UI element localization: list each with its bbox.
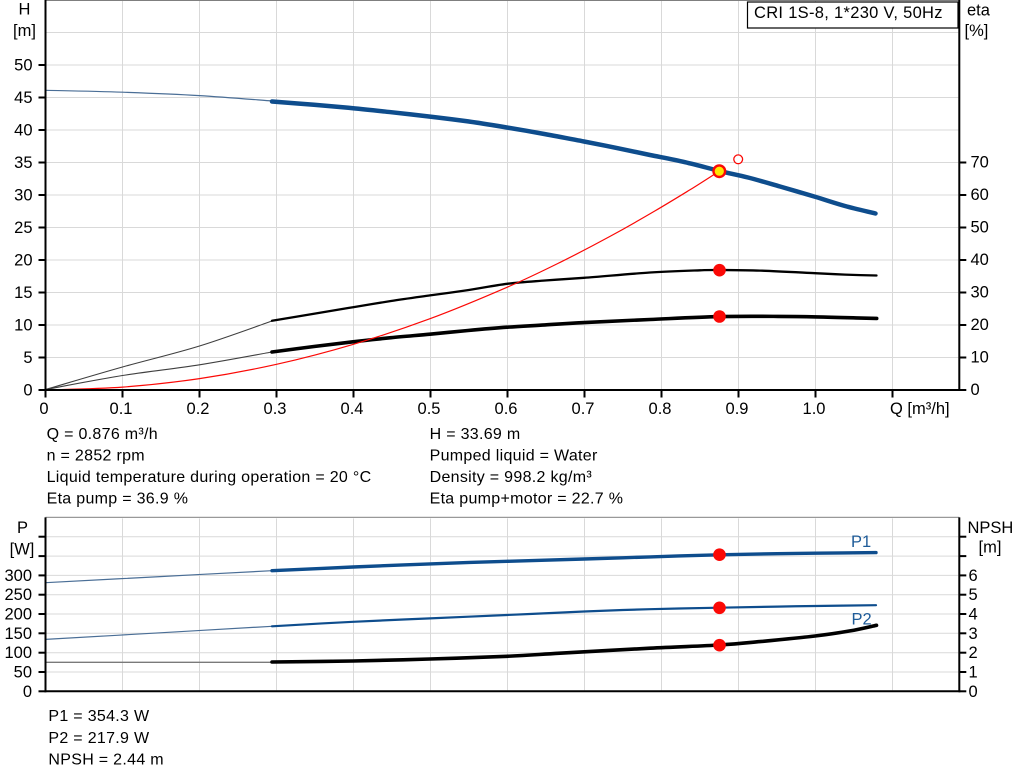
- svg-text:30: 30: [14, 187, 32, 205]
- svg-text:40: 40: [971, 251, 989, 269]
- svg-text:10: 10: [971, 349, 989, 367]
- svg-text:[m]: [m]: [979, 539, 1002, 557]
- svg-text:50: 50: [14, 664, 32, 682]
- svg-text:Eta pump = 36.9 %: Eta pump = 36.9 %: [47, 490, 189, 507]
- svg-text:0: 0: [39, 400, 48, 418]
- svg-text:50: 50: [971, 219, 989, 237]
- svg-text:5: 5: [23, 349, 32, 367]
- svg-text:CRI 1S-8, 1*230 V, 50Hz: CRI 1S-8, 1*230 V, 50Hz: [754, 4, 943, 22]
- svg-text:P2 = 217.9 W: P2 = 217.9 W: [48, 730, 150, 747]
- svg-text:Density = 998.2 kg/m³: Density = 998.2 kg/m³: [430, 469, 593, 486]
- svg-text:0.7: 0.7: [572, 400, 595, 418]
- svg-text:P1 = 354.3 W: P1 = 354.3 W: [48, 708, 150, 725]
- svg-text:Liquid temperature during oper: Liquid temperature during operation = 20…: [47, 469, 372, 486]
- svg-text:250: 250: [4, 586, 32, 604]
- svg-text:30: 30: [971, 284, 989, 302]
- svg-text:0.5: 0.5: [418, 400, 441, 418]
- svg-text:0.4: 0.4: [341, 400, 364, 418]
- svg-text:0.9: 0.9: [726, 400, 749, 418]
- svg-text:15: 15: [14, 284, 32, 302]
- svg-text:10: 10: [14, 317, 32, 335]
- svg-text:0: 0: [969, 683, 978, 701]
- svg-text:NPSH = 2.44 m: NPSH = 2.44 m: [48, 751, 164, 768]
- svg-text:0: 0: [23, 683, 32, 701]
- svg-text:Q = 0.876 m³/h: Q = 0.876 m³/h: [47, 426, 158, 443]
- svg-text:20: 20: [14, 252, 32, 270]
- svg-text:eta: eta: [967, 2, 991, 20]
- svg-text:P1: P1: [851, 533, 871, 551]
- svg-text:25: 25: [14, 219, 32, 237]
- svg-text:Eta pump+motor = 22.7 %: Eta pump+motor = 22.7 %: [430, 490, 624, 507]
- svg-text:20: 20: [971, 316, 989, 334]
- svg-text:45: 45: [14, 89, 32, 107]
- svg-text:NPSH: NPSH: [968, 519, 1014, 537]
- svg-text:50: 50: [14, 57, 32, 75]
- svg-text:3: 3: [969, 625, 978, 643]
- svg-text:4: 4: [969, 606, 978, 624]
- svg-text:40: 40: [14, 122, 32, 140]
- svg-text:H: H: [19, 1, 31, 19]
- svg-text:2: 2: [969, 644, 978, 662]
- svg-text:0: 0: [23, 382, 32, 400]
- svg-text:[m]: [m]: [13, 22, 36, 40]
- svg-text:P2: P2: [852, 610, 872, 628]
- svg-text:Q [m³/h]: Q [m³/h]: [890, 400, 950, 418]
- svg-text:100: 100: [4, 644, 32, 662]
- svg-text:0.2: 0.2: [187, 400, 210, 418]
- svg-text:150: 150: [4, 625, 32, 643]
- svg-text:Pumped liquid = Water: Pumped liquid = Water: [430, 447, 598, 464]
- svg-text:0.1: 0.1: [110, 400, 133, 418]
- svg-text:1.0: 1.0: [803, 400, 826, 418]
- svg-text:[W]: [W]: [10, 540, 35, 558]
- svg-text:P: P: [17, 519, 28, 537]
- svg-text:6: 6: [969, 567, 978, 585]
- svg-text:300: 300: [4, 567, 32, 585]
- svg-text:5: 5: [969, 586, 978, 604]
- svg-text:70: 70: [971, 154, 989, 172]
- svg-text:0: 0: [971, 381, 980, 399]
- svg-text:0.3: 0.3: [264, 400, 287, 418]
- svg-text:200: 200: [4, 606, 32, 624]
- svg-text:60: 60: [971, 186, 989, 204]
- svg-text:0.8: 0.8: [649, 400, 672, 418]
- svg-text:[%]: [%]: [965, 22, 989, 40]
- svg-text:35: 35: [14, 154, 32, 172]
- svg-text:H = 33.69 m: H = 33.69 m: [430, 426, 521, 443]
- svg-text:0.6: 0.6: [495, 400, 518, 418]
- svg-text:1: 1: [969, 664, 978, 682]
- svg-text:n = 2852 rpm: n = 2852 rpm: [47, 447, 145, 464]
